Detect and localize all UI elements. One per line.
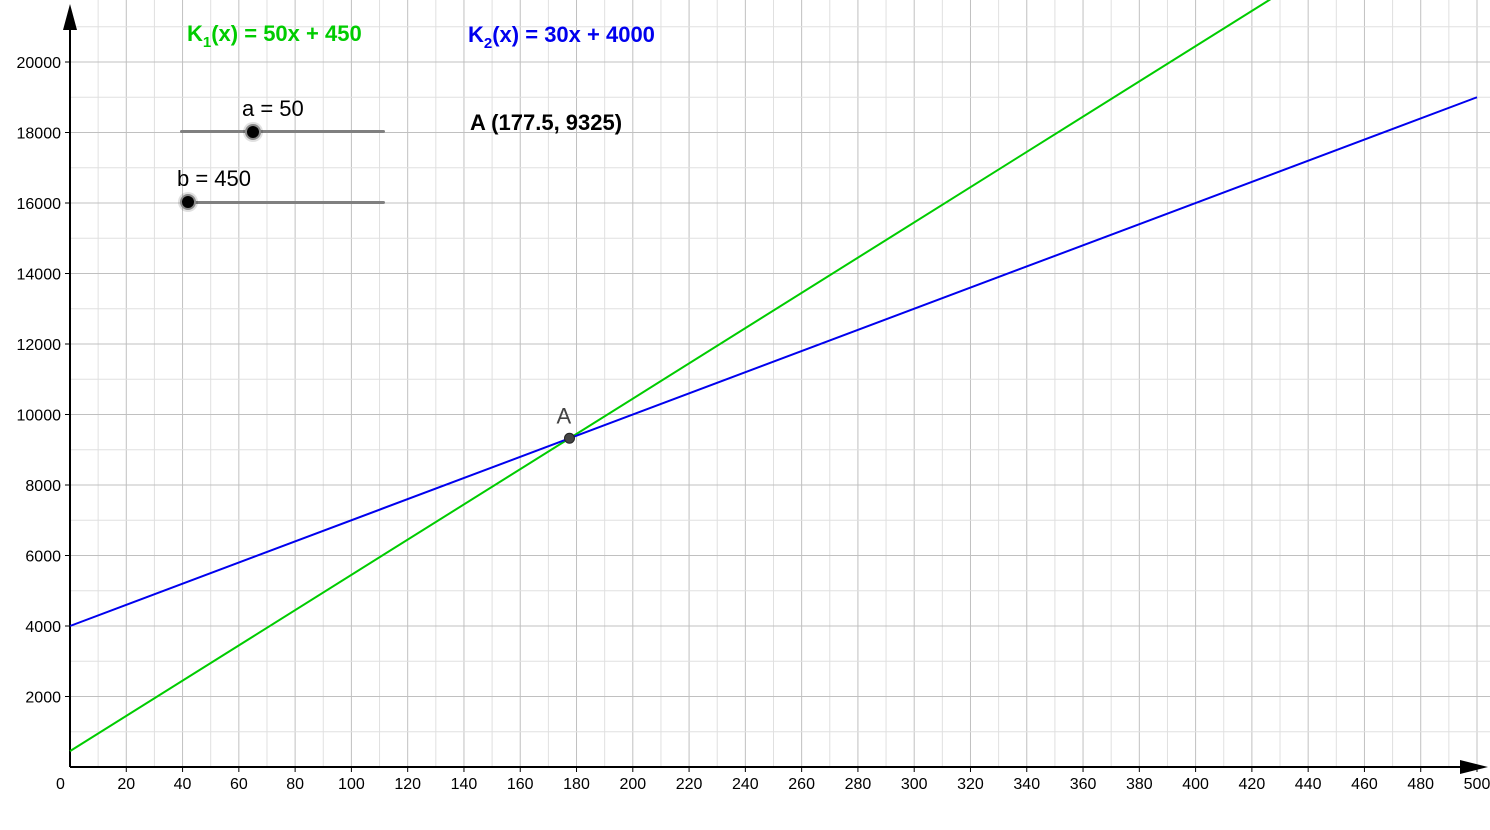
x-tick-label: 40 [174, 776, 192, 793]
x-tick-label: 440 [1295, 776, 1322, 793]
y-tick-label: 18000 [17, 126, 62, 143]
x-tick-label: 400 [1182, 776, 1209, 793]
k1-label: K1(x) = 50x + 450 [187, 21, 362, 51]
x-tick-label: 160 [507, 776, 534, 793]
x-tick-label: 380 [1126, 776, 1153, 793]
x-tick-label: 360 [1070, 776, 1097, 793]
y-tick-label: 12000 [17, 337, 62, 354]
x-tick-label: 340 [1013, 776, 1040, 793]
y-tick-label: 10000 [17, 408, 62, 425]
x-tick-label: 0 [56, 776, 65, 793]
y-tick-label: 8000 [25, 478, 61, 495]
x-tick-label: 320 [957, 776, 984, 793]
point-a-label: A [556, 403, 571, 428]
y-tick-label: 20000 [17, 55, 62, 72]
slider-b-track[interactable] [180, 201, 385, 204]
slider-a-label: a = 50 [242, 96, 304, 121]
x-tick-label: 260 [788, 776, 815, 793]
x-tick-label: 80 [286, 776, 304, 793]
x-tick-label: 300 [901, 776, 928, 793]
slider-a-track[interactable] [180, 130, 385, 133]
k2-label: K2(x) = 30x + 4000 [468, 22, 655, 52]
x-tick-label: 20 [117, 776, 135, 793]
slider-a-knob[interactable] [245, 124, 261, 140]
x-tick-label: 280 [845, 776, 872, 793]
x-tick-label: 180 [563, 776, 590, 793]
x-tick-label: 420 [1239, 776, 1266, 793]
slider-b-knob[interactable] [180, 194, 196, 210]
x-axis-arrow [1460, 760, 1488, 774]
slider-b-label: b = 450 [177, 166, 252, 191]
function-graphs [69, 0, 1478, 752]
k2-graph [69, 96, 1478, 627]
intersection-text: A (177.5, 9325) [470, 110, 623, 135]
x-tick-label: 460 [1351, 776, 1378, 793]
points: A [556, 403, 575, 444]
y-tick-label: 4000 [25, 619, 61, 636]
y-tick-label: 2000 [25, 690, 61, 707]
x-tick-label: 100 [338, 776, 365, 793]
k1-graph [69, 0, 1272, 752]
y-tick-label: 6000 [25, 549, 61, 566]
grid [70, 0, 1490, 767]
x-tick-label: 140 [451, 776, 478, 793]
point-a [563, 432, 575, 444]
y-tick-label: 14000 [17, 267, 62, 284]
x-tick-label: 120 [394, 776, 421, 793]
x-tick-label: 200 [619, 776, 646, 793]
x-tick-label: 240 [732, 776, 759, 793]
y-axis-arrow [63, 4, 77, 30]
y-tick-label: 16000 [17, 196, 62, 213]
x-tick-label: 220 [676, 776, 703, 793]
axes [63, 4, 1488, 774]
x-tick-label: 500 [1464, 776, 1490, 793]
x-tick-label: 480 [1407, 776, 1434, 793]
tick-labels: 0 20 40 60 80 100 120 140 160 180 200 220 240 260 280 3… [17, 55, 1490, 793]
x-tick-label: 60 [230, 776, 248, 793]
